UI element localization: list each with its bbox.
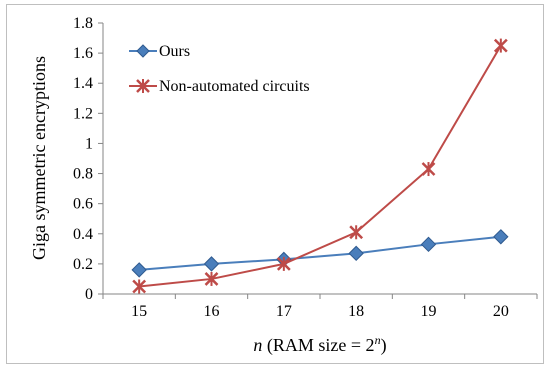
data-point xyxy=(421,162,436,177)
legend-label-ours: Ours xyxy=(159,43,190,60)
y-tick-label: 1 xyxy=(85,135,93,152)
chart-frame: 0 0.2 0.4 0.6 0.8 1 1.2 1.4 1.6 1.8 15 16 17 18 19 20 … xyxy=(6,4,544,364)
data-point xyxy=(349,225,364,240)
data-point xyxy=(276,256,291,271)
legend-label-non-automated: Non-automated circuits xyxy=(159,78,310,95)
x-axis-label-sup: n xyxy=(375,333,381,347)
y-tick-label: 0.6 xyxy=(73,196,93,213)
y-tick-label: 0.2 xyxy=(73,256,93,273)
x-tick-label: 19 xyxy=(421,303,437,320)
y-tick-label: 1.4 xyxy=(73,75,93,92)
line-chart: 00.20.40.60.811.21.41.61.8 15 16 17 18 19 20 … xyxy=(29,15,538,356)
y-tick-label: 1.6 xyxy=(73,45,93,62)
data-point xyxy=(348,245,364,262)
x-tick-label: 17 xyxy=(276,303,292,320)
series-line xyxy=(139,235,501,271)
x-axis-label: n (RAM size = 2n) xyxy=(253,333,386,356)
legend-asterisk xyxy=(136,79,150,93)
x-tick-label: 20 xyxy=(493,303,509,320)
data-point xyxy=(131,262,147,278)
legend-item-non-automated: Non-automated circuits xyxy=(129,78,310,95)
axes xyxy=(102,23,537,295)
x-ticks: 15 16 17 18 19 20 xyxy=(102,294,538,320)
data-point xyxy=(204,271,219,286)
y-tick-label: 0.8 xyxy=(73,166,93,183)
y-tick-label: 0.4 xyxy=(73,226,93,243)
data-point xyxy=(203,256,220,272)
series-layer xyxy=(131,38,509,294)
y-tick-label: 1.2 xyxy=(73,105,93,122)
y-axis-label: Giga symmetric encryptions xyxy=(29,56,49,260)
series-ours xyxy=(131,229,509,278)
series-line xyxy=(139,45,502,288)
data-point xyxy=(420,236,437,253)
x-axis-label-mid: (RAM size = 2 xyxy=(262,335,374,356)
x-tick-label: 18 xyxy=(348,303,364,320)
legend-item-ours: Ours xyxy=(129,43,190,60)
x-tick-label: 15 xyxy=(131,303,147,320)
x-axis-label-end: ) xyxy=(381,335,387,356)
y-tick-label: 0 xyxy=(85,286,93,303)
x-tick-label: 16 xyxy=(204,303,220,320)
legend-marker-non-automated xyxy=(136,79,150,93)
data-point xyxy=(493,229,509,245)
data-point xyxy=(132,279,147,294)
y-tick-label: 1.8 xyxy=(73,15,93,32)
legend-marker-ours xyxy=(136,44,150,58)
series-non-automated xyxy=(132,38,508,294)
y-ticks: 0 0.2 0.4 0.6 0.8 1 1.2 1.4 1.6 1.8 xyxy=(73,15,103,303)
x-axis-label-var: n xyxy=(253,335,262,355)
legend: Ours Non-automated circuits xyxy=(129,43,310,95)
data-point xyxy=(493,38,508,53)
